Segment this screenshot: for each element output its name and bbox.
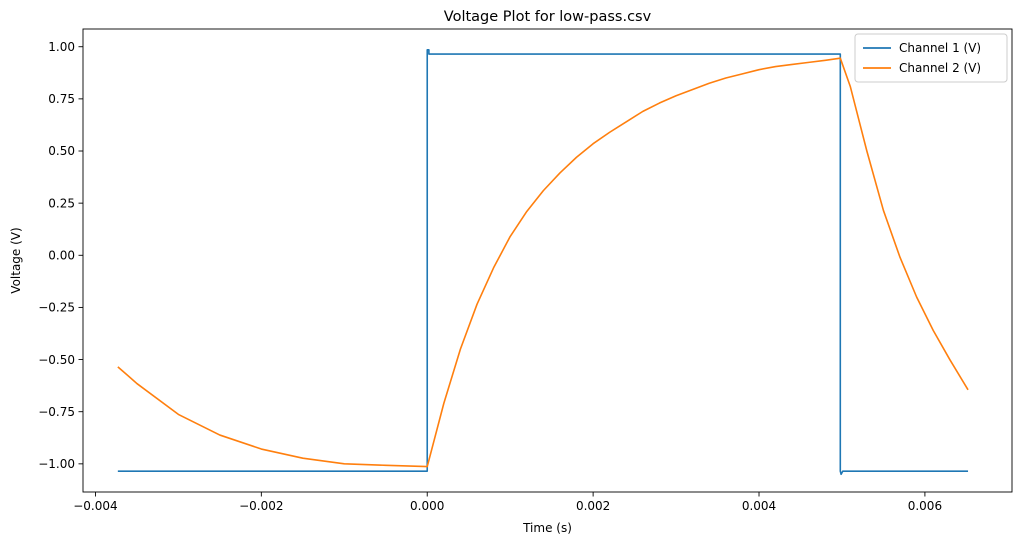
y-tick-label: 0.25: [48, 196, 75, 210]
y-tick-label: 0.00: [48, 248, 75, 262]
legend-label-channel-1: Channel 1 (V): [899, 41, 981, 55]
legend-box: [854, 33, 1008, 83]
x-axis-label: Time (s): [522, 521, 572, 535]
x-tick-label: 0.006: [908, 499, 942, 513]
y-axis-label: Voltage (V): [9, 227, 23, 293]
y-axis: −1.00 −0.75 −0.50 −0.25 0.00 0.25 0.50 0.75 1.00: [38, 40, 83, 471]
x-tick-label: −0.002: [239, 499, 283, 513]
x-tick-label: 0.004: [742, 499, 776, 513]
y-tick-label: −0.50: [38, 353, 75, 367]
chart-title: Voltage Plot for low-pass.csv: [444, 9, 652, 25]
series-line-channel-2: [117, 57, 969, 468]
x-tick-label: 0.002: [576, 499, 610, 513]
series-line-channel-1: [117, 49, 969, 476]
x-tick-label: −0.004: [73, 499, 117, 513]
y-tick-label: 1.00: [48, 40, 75, 54]
legend-label-channel-2: Channel 2 (V): [899, 61, 981, 75]
plot-frame: [82, 28, 1013, 493]
y-tick-label: 0.75: [48, 92, 75, 106]
y-tick-label: −0.75: [38, 405, 75, 419]
y-tick-label: −0.25: [38, 301, 75, 315]
series-layer: [117, 49, 969, 476]
x-tick-label: 0.000: [410, 499, 444, 513]
x-axis: −0.004 −0.002 0.000 0.002 0.004 0.006: [73, 492, 942, 513]
y-tick-label: −1.00: [38, 457, 75, 471]
legend: Channel 1 (V) Channel 2 (V): [854, 33, 1008, 83]
y-tick-label: 0.50: [48, 144, 75, 158]
